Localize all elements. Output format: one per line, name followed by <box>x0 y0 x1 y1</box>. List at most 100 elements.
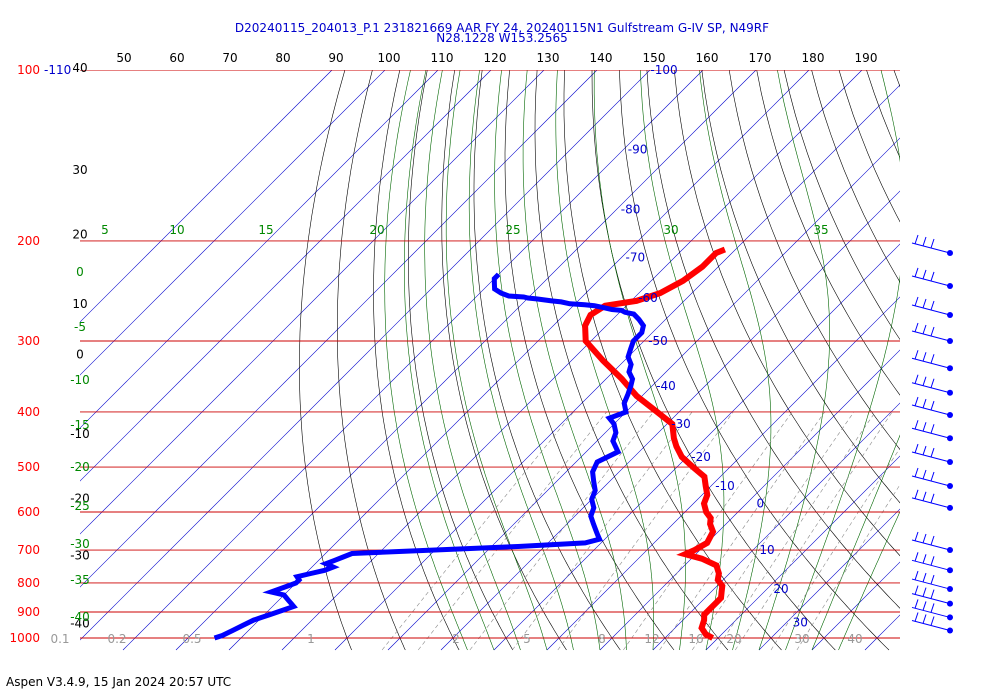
dry-adiabat-line <box>783 70 900 341</box>
isotherm-line <box>705 455 900 651</box>
left-axis-label: 20 <box>72 228 87 242</box>
wind-barb <box>911 322 953 345</box>
wind-barb-flag <box>930 354 935 364</box>
dry-adiabat-label: -5 <box>74 320 86 334</box>
wind-barb-station <box>947 312 953 319</box>
wind-barb-flag <box>914 420 919 430</box>
wind-barb <box>911 599 953 621</box>
software-footer: Aspen V3.4.9, 15 Jan 2024 20:57 UTC <box>6 675 232 689</box>
moist-adiabat-line <box>593 70 686 651</box>
pressure-label: 300 <box>17 334 40 348</box>
isotherm-label: -20 <box>691 450 711 464</box>
left-axis-label: 0 <box>76 348 84 362</box>
plot-area <box>80 70 1000 651</box>
wind-barb-flag <box>930 424 935 434</box>
wind-barb-flag <box>914 234 919 245</box>
wind-barb-station <box>947 586 953 593</box>
wind-barb-flag <box>930 400 935 411</box>
mixing-ratio-label: 0.2 <box>107 632 126 646</box>
wind-barb-station <box>947 627 953 634</box>
mixing-ratio-label: 1 <box>307 632 315 646</box>
wind-barb-station <box>947 338 953 345</box>
chart-title-line-1: D20240115_204013_P.1 231821669 AAR FY 24… <box>234 21 770 35</box>
top-axis-label: 110 <box>431 51 454 65</box>
wind-barb-station <box>947 365 953 372</box>
left-axis-label: 30 <box>72 163 87 177</box>
wind-barb-flag <box>930 589 935 599</box>
wind-barb-flag <box>922 614 927 624</box>
isotherm-line <box>334 84 900 651</box>
dry-adiabat-label: -40 <box>70 610 90 624</box>
wind-barb-flag <box>922 398 927 409</box>
dry-adiabat-line <box>893 70 900 88</box>
isotherm-line <box>80 70 333 323</box>
mixing-ratio-line <box>557 411 734 651</box>
moist-adiabat-label: 25 <box>505 223 520 237</box>
wind-barb-flag <box>922 269 927 280</box>
top-axis-label: 70 <box>222 51 237 65</box>
dry-adiabat-label: -20 <box>70 460 90 474</box>
dry-adiabat-line <box>811 70 900 283</box>
mixing-ratio-label: 8 <box>598 632 606 646</box>
wind-barb-flag <box>922 236 927 247</box>
pressure-label: 800 <box>17 576 40 590</box>
top-left-label: 40 <box>72 61 87 75</box>
dry-adiabat-line <box>473 70 621 651</box>
moist-adiabat-line <box>640 70 725 651</box>
wind-barb <box>911 396 953 419</box>
mixing-ratio-label: 2 <box>452 632 460 646</box>
pressure-label: 900 <box>17 605 40 619</box>
wind-barb-flag <box>930 378 935 388</box>
wind-barb-station <box>947 600 953 607</box>
wind-barb-flag <box>914 585 919 595</box>
mixing-ratio-label: 0.1 <box>50 632 69 646</box>
wind-barb-station <box>947 482 953 489</box>
isotherm-line <box>122 70 704 651</box>
wind-barb-flag <box>922 376 927 386</box>
wind-barb <box>911 420 953 442</box>
isotherm-line <box>652 402 900 651</box>
wind-barb-flag <box>922 533 927 544</box>
moist-adiabat-label: 30 <box>663 223 678 237</box>
left-axis-label: -10 <box>70 427 90 441</box>
isotherm-line <box>387 137 900 651</box>
pressure-label: 400 <box>17 405 40 419</box>
wind-barb-flag <box>930 535 935 546</box>
isotherm-line <box>440 190 900 651</box>
top-axis-label: 50 <box>116 51 131 65</box>
wind-barb-flag <box>930 574 935 585</box>
isotherm-label: -100 <box>650 63 677 77</box>
isotherm-line <box>493 243 900 651</box>
wind-barb-flag <box>922 445 927 456</box>
pressure-label: 600 <box>17 505 40 519</box>
isotherm-line <box>175 70 757 651</box>
wind-barb-flag <box>922 554 927 564</box>
dry-adiabat-line <box>949 70 1000 650</box>
dry-adiabat-line <box>619 70 890 651</box>
dry-adiabat-line <box>373 70 460 651</box>
isotherm-line <box>918 70 1000 650</box>
dry-adiabat-line <box>504 70 675 651</box>
isotherm-line <box>228 70 810 651</box>
isotherm-line <box>758 508 900 651</box>
wind-barb-flag <box>914 467 919 478</box>
wind-barb-station <box>947 412 953 419</box>
dry-adiabat-line <box>866 70 900 159</box>
isotherm-line <box>80 70 439 429</box>
wind-barb-station <box>947 614 953 621</box>
moist-adiabat-line <box>494 70 601 651</box>
isotherm-label: -50 <box>648 334 668 348</box>
moist-adiabat-line <box>522 70 627 651</box>
wind-barb-station <box>947 547 953 554</box>
wind-barb-flag <box>930 326 935 337</box>
top-axis-label: 160 <box>696 51 719 65</box>
wind-barb <box>911 467 953 489</box>
isotherm-line <box>80 70 651 641</box>
wind-barb-flag <box>930 616 935 626</box>
moist-adiabat-label: 5 <box>101 223 109 237</box>
top-axis-label: 80 <box>275 51 290 65</box>
dry-adiabat-line <box>299 70 352 651</box>
mixing-ratio-label: 5 <box>523 632 531 646</box>
moist-adiabat-line <box>445 70 548 651</box>
